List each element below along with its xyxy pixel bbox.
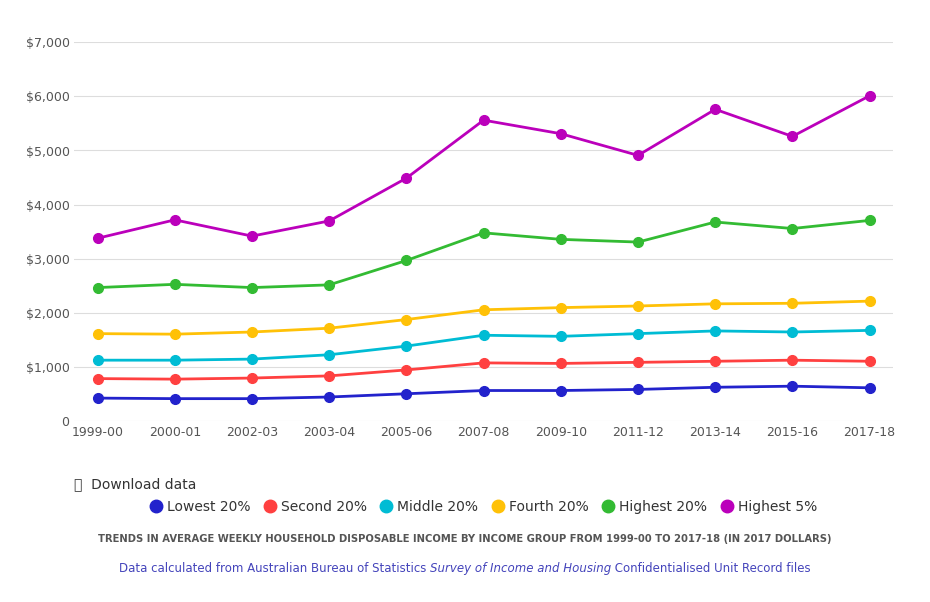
Text: TRENDS IN AVERAGE WEEKLY HOUSEHOLD DISPOSABLE INCOME BY INCOME GROUP FROM 1999-0: TRENDS IN AVERAGE WEEKLY HOUSEHOLD DISPO… xyxy=(99,534,831,544)
Text: Confidentialised Unit Record files: Confidentialised Unit Record files xyxy=(611,562,811,576)
Text: Data calculated from Australian Bureau of Statistics: Data calculated from Australian Bureau o… xyxy=(119,562,430,576)
Text: ⤓  Download data: ⤓ Download data xyxy=(74,477,197,492)
Text: Survey of Income and Housing: Survey of Income and Housing xyxy=(430,562,611,576)
Legend: Lowest 20%, Second 20%, Middle 20%, Fourth 20%, Highest 20%, Highest 5%: Lowest 20%, Second 20%, Middle 20%, Four… xyxy=(144,495,823,520)
